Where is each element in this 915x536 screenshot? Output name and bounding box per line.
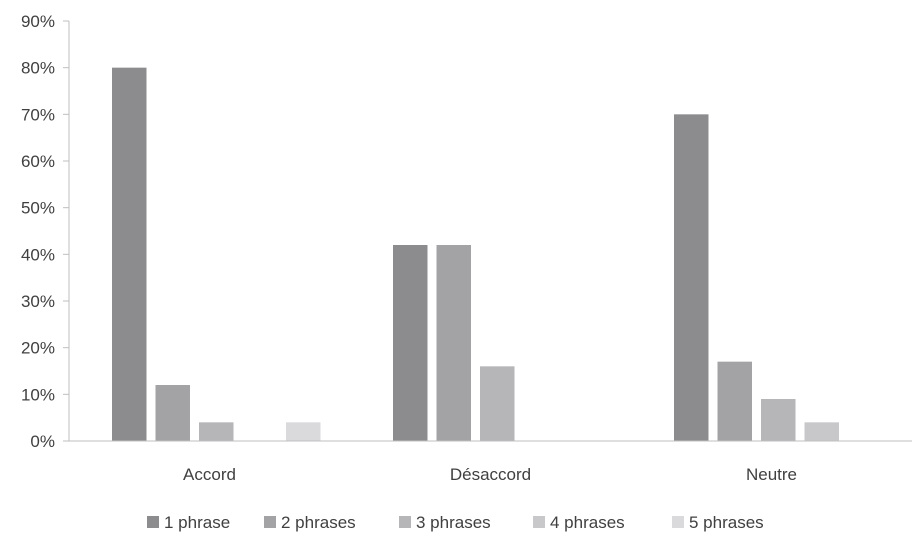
legend-swatch	[533, 516, 545, 528]
y-tick-label: 70%	[21, 105, 55, 124]
x-axis: Accord Désaccord Neutre	[69, 440, 912, 484]
bar-accord-series-3	[199, 422, 234, 441]
bar-dsaccord-series-3	[480, 366, 515, 441]
bar-accord-series-1	[112, 67, 147, 442]
category-label: Accord	[183, 465, 236, 484]
y-tick-label: 40%	[21, 245, 55, 264]
bar-accord-series-5	[286, 422, 321, 441]
bar-neutre-series-3	[761, 399, 796, 441]
legend-swatch	[147, 516, 159, 528]
y-axis: 0% 10% 20% 30% 40% 50% 60% 70% 80% 90%	[21, 12, 70, 451]
y-tick-label: 50%	[21, 199, 55, 218]
y-tick-label: 20%	[21, 339, 55, 358]
bar-accord-series-2	[155, 385, 190, 441]
bar-neutre-series-4	[804, 422, 839, 441]
bar-dsaccord-series-2	[436, 245, 471, 441]
legend-label: 5 phrases	[689, 513, 764, 532]
legend-swatch	[399, 516, 411, 528]
bars	[112, 67, 839, 442]
category-label: Désaccord	[450, 465, 531, 484]
legend-label: 3 phrases	[416, 513, 491, 532]
legend-swatch	[672, 516, 684, 528]
y-tick-label: 80%	[21, 59, 55, 78]
legend-swatch	[264, 516, 276, 528]
y-tick-label: 30%	[21, 292, 55, 311]
legend: 1 phrase 2 phrases 3 phrases 4 phrases 5 phr…	[147, 513, 764, 532]
legend-label: 2 phrases	[281, 513, 356, 532]
legend-label: 1 phrase	[164, 513, 230, 532]
y-tick-label: 0%	[30, 432, 55, 451]
category-label: Neutre	[746, 465, 797, 484]
bar-dsaccord-series-1	[393, 245, 428, 441]
legend-label: 4 phrases	[550, 513, 625, 532]
bar-neutre-series-2	[717, 361, 752, 441]
bar-neutre-series-1	[674, 114, 709, 441]
y-tick-label: 60%	[21, 152, 55, 171]
y-tick-label: 10%	[21, 385, 55, 404]
y-tick-label: 90%	[21, 12, 55, 31]
